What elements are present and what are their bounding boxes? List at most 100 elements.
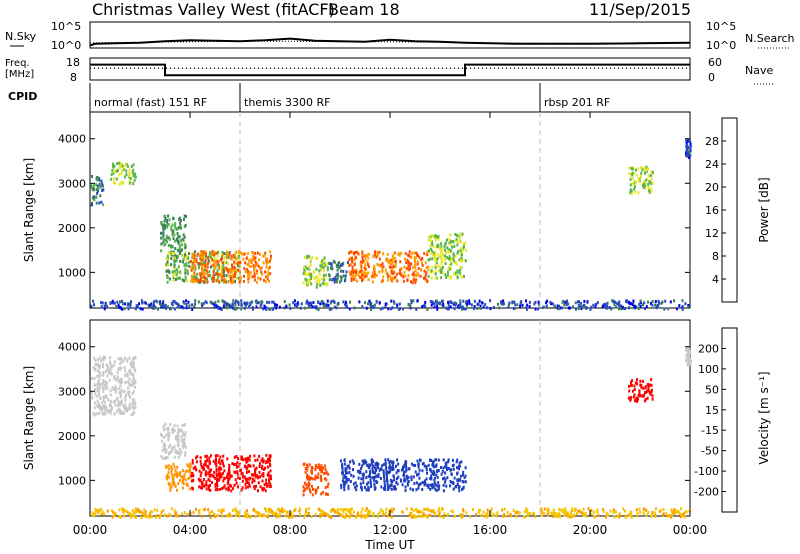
data-cell — [302, 489, 305, 493]
data-cell — [362, 472, 365, 476]
data-cell — [609, 509, 612, 513]
data-cell — [177, 235, 180, 239]
data-cell — [173, 448, 176, 452]
data-cell — [256, 280, 258, 284]
data-cell — [455, 460, 458, 464]
data-cell — [321, 262, 323, 266]
data-cell — [299, 513, 302, 517]
data-cell — [479, 304, 482, 308]
data-cell — [256, 271, 259, 275]
data-cell — [240, 471, 243, 475]
data-cell — [398, 302, 401, 306]
cpid-segment-label: normal (fast) 151 RF — [94, 96, 207, 109]
data-cell — [150, 515, 153, 519]
data-cell — [309, 280, 311, 284]
data-cell — [478, 299, 481, 303]
data-cell — [689, 359, 692, 363]
data-cell — [407, 260, 410, 264]
data-cell — [633, 306, 636, 310]
data-cell — [652, 170, 654, 174]
data-cell — [405, 474, 408, 478]
data-cell — [650, 390, 653, 394]
data-cell — [353, 510, 355, 514]
data-cell — [640, 165, 643, 169]
data-cell — [193, 279, 196, 283]
data-cell — [317, 475, 320, 479]
data-cell — [98, 201, 101, 205]
data-cell — [235, 465, 238, 469]
data-cell — [229, 483, 232, 487]
data-cell — [238, 250, 240, 254]
data-cell — [170, 465, 173, 469]
data-cell — [445, 484, 448, 488]
data-cell — [170, 470, 173, 474]
data-cell — [244, 477, 247, 481]
data-cell — [322, 513, 325, 517]
data-cell — [178, 251, 181, 255]
data-cell — [121, 164, 124, 168]
data-cell — [424, 276, 426, 280]
data-cell — [198, 508, 201, 512]
data-cell — [190, 474, 193, 478]
data-cell — [438, 265, 441, 269]
data-cell — [378, 250, 381, 254]
data-cell — [343, 484, 345, 488]
data-cell — [340, 486, 343, 490]
data-cell — [204, 462, 207, 465]
data-cell — [196, 278, 199, 282]
data-cell — [196, 272, 199, 276]
data-cell — [169, 423, 172, 426]
data-cell — [94, 368, 97, 372]
data-cell — [225, 261, 228, 265]
data-cell — [177, 451, 180, 455]
data-cell — [624, 515, 627, 519]
data-cell — [173, 455, 176, 459]
data-cell — [269, 259, 271, 263]
data-cell — [402, 471, 405, 475]
data-cell — [182, 254, 185, 257]
data-cell — [214, 488, 217, 492]
data-cell — [357, 476, 360, 480]
x-tick-label: 04:00 — [173, 523, 208, 537]
data-cell — [256, 458, 259, 462]
data-cell — [222, 479, 225, 483]
data-cell — [253, 509, 256, 513]
data-cell — [369, 470, 372, 473]
data-cell — [156, 300, 159, 304]
data-cell — [578, 509, 581, 513]
data-cell — [216, 278, 219, 282]
data-cell — [97, 189, 99, 193]
data-cell — [243, 266, 246, 270]
data-cell — [634, 305, 637, 309]
data-cell — [374, 471, 376, 475]
data-cell — [466, 302, 469, 306]
data-cell — [246, 302, 248, 306]
data-cell — [307, 282, 310, 286]
data-cell — [200, 278, 202, 282]
data-cell — [667, 307, 670, 311]
data-cell — [361, 305, 364, 309]
data-cell — [463, 476, 466, 480]
data-cell — [115, 169, 118, 173]
data-cell — [125, 173, 128, 176]
data-cell — [243, 252, 246, 256]
data-cell — [460, 460, 463, 464]
data-cell — [132, 365, 135, 369]
data-cell — [178, 244, 181, 248]
data-cell — [190, 268, 193, 272]
data-cell — [377, 472, 380, 476]
data-cell — [258, 511, 261, 515]
data-cell — [688, 139, 691, 143]
data-cell — [227, 268, 230, 272]
data-cell — [430, 477, 433, 481]
data-cell — [156, 307, 159, 311]
data-cell — [455, 262, 458, 266]
data-cell — [320, 474, 322, 478]
data-cell — [345, 304, 348, 308]
data-cell — [166, 220, 169, 224]
data-cell — [648, 390, 651, 394]
data-cell — [341, 471, 344, 475]
data-cell — [217, 273, 220, 276]
data-cell — [309, 258, 312, 262]
data-cell — [184, 244, 187, 248]
